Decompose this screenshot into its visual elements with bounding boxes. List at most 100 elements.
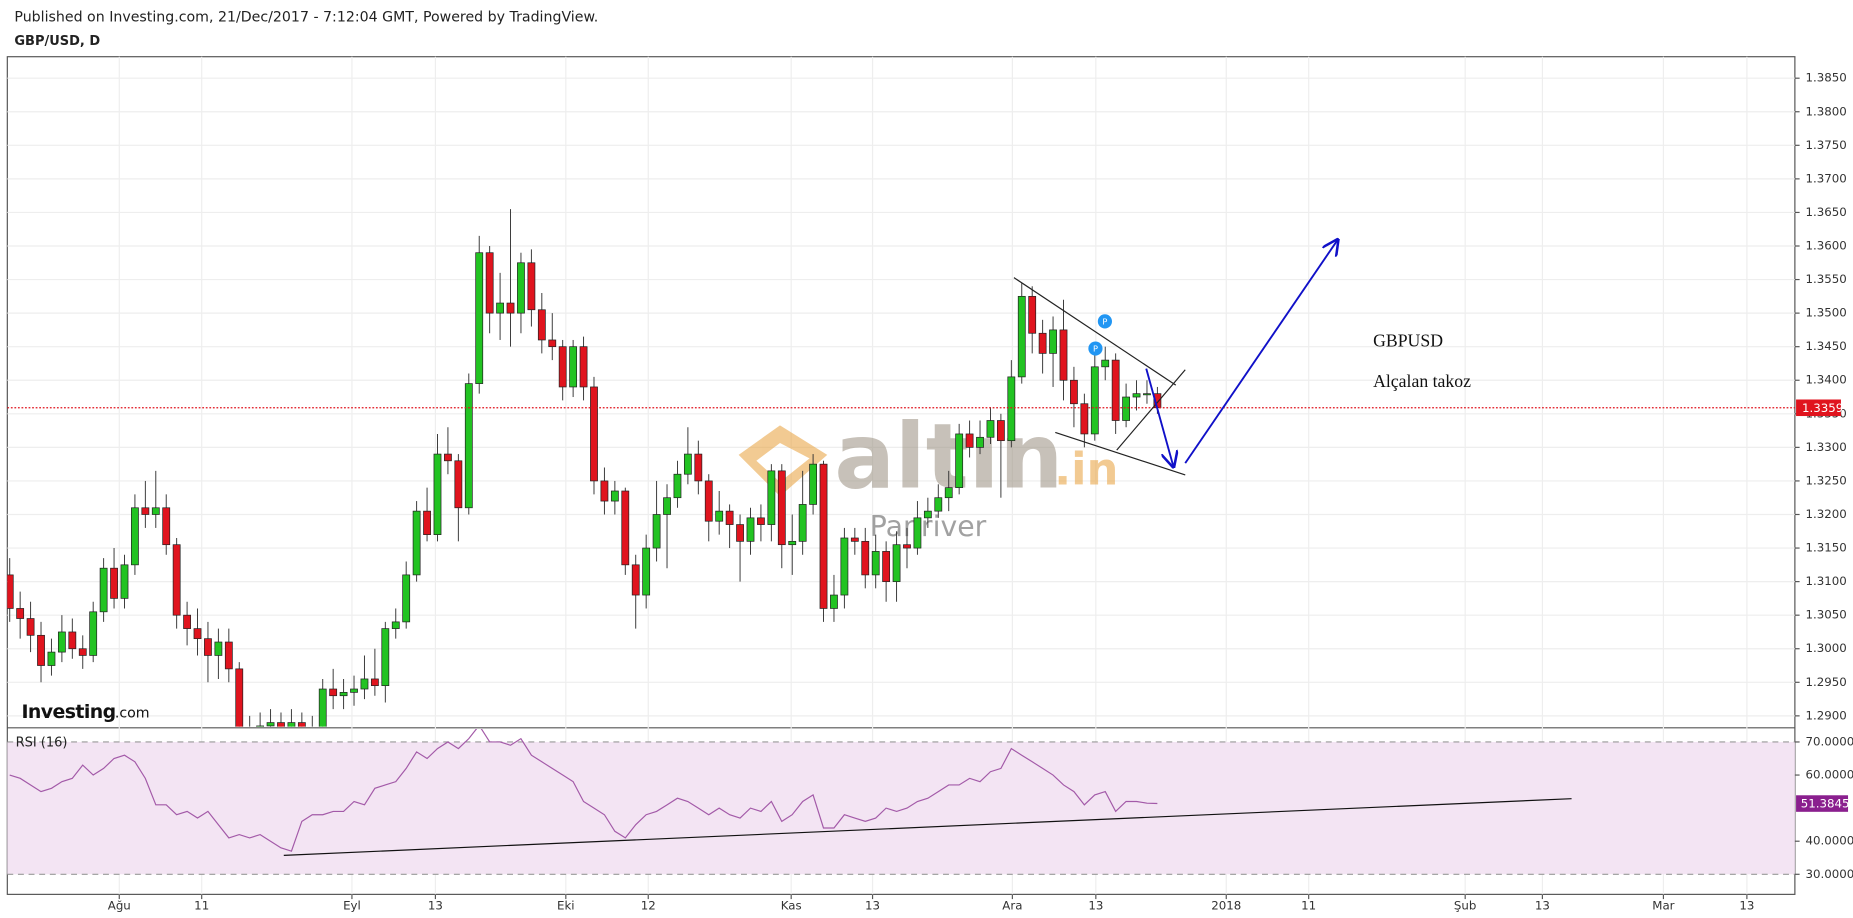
candle-body [47, 651, 56, 666]
candle-body [329, 688, 338, 697]
y-tick-label: 1.2900 [1806, 708, 1847, 722]
candle-body [381, 628, 390, 687]
candle-body [454, 460, 463, 509]
candle-body [485, 252, 494, 314]
candle-body [809, 463, 817, 505]
candle-body [172, 544, 181, 616]
last-value-label: 51.3845 [1801, 797, 1850, 811]
y-tick-label: 1.3250 [1806, 473, 1847, 487]
x-tick-label: Şub [1454, 899, 1476, 913]
candle-body [423, 510, 431, 535]
y-tick-label: 1.3750 [1806, 138, 1847, 152]
rsi-title: RSI (16) [16, 736, 68, 751]
candle-body [830, 594, 838, 609]
rsi-band [7, 741, 1795, 875]
watermark: altın .in Panriver [738, 406, 1118, 543]
y-tick-label: 1.3050 [1806, 608, 1847, 622]
y-tick-label: 1.3150 [1806, 541, 1847, 555]
candle-body [537, 309, 546, 341]
candle-body [89, 611, 98, 656]
candle-body [193, 628, 202, 640]
candle-body [798, 504, 807, 542]
drawings [283, 240, 1572, 856]
candle-body [309, 729, 316, 742]
candle-body [736, 524, 744, 542]
candle-body [16, 608, 25, 619]
last-price-label: 1.3359 [1802, 401, 1843, 415]
candle-body [965, 433, 974, 448]
candle-body [548, 339, 557, 348]
candle-body [444, 453, 452, 462]
y-tick-label: 40.0000 [1806, 834, 1853, 848]
watermark-logo [738, 425, 828, 497]
candle-body [840, 537, 849, 596]
candle-body [433, 453, 442, 535]
y-tick-label: 1.3700 [1806, 171, 1847, 185]
candle-body [590, 386, 598, 482]
candle-body [1059, 329, 1068, 381]
candle-body [882, 551, 891, 582]
last-value-box [1796, 795, 1849, 812]
candle-body [110, 567, 118, 599]
y-tick-label: 60.0000 [1806, 768, 1853, 782]
candle-body [1111, 359, 1120, 421]
rsi-trendline [283, 798, 1572, 856]
y-tick-label: 1.3100 [1806, 574, 1847, 588]
candle-body [558, 346, 567, 388]
y-tick-label: 1.3200 [1806, 507, 1847, 521]
last-price-box [1796, 399, 1841, 417]
candle-body [819, 463, 828, 609]
candle-body [996, 420, 1005, 442]
x-tick-label: 11 [1301, 899, 1316, 913]
y-tick-label: 30.0000 [1806, 867, 1853, 881]
candle-body [850, 537, 859, 542]
candle-body [1017, 295, 1026, 378]
y-tick-label: 1.2950 [1806, 675, 1847, 689]
candle-body [704, 480, 713, 522]
y-tick-label: 1.3550 [1806, 272, 1847, 286]
candle-body [464, 383, 473, 509]
candle-body [683, 453, 692, 475]
candle-body [663, 497, 671, 515]
candle-body [120, 564, 129, 599]
candle-body [777, 470, 786, 546]
y-tick-label: 1.3000 [1806, 641, 1847, 655]
candle-body [757, 517, 765, 525]
candle-body [204, 638, 212, 656]
candle-body [517, 262, 525, 314]
y-tick-label: 1.3600 [1806, 238, 1847, 252]
candle-body [642, 547, 651, 596]
candle-body [7, 574, 14, 609]
candle-body [1143, 393, 1151, 396]
x-tick-label: 13 [428, 899, 443, 913]
arrow [1145, 368, 1173, 467]
candle-body [986, 420, 995, 438]
x-tick-label: 11 [194, 899, 209, 913]
badge [1088, 341, 1103, 356]
frame [6, 56, 1796, 895]
candle-body [746, 517, 755, 542]
x-tick-label: Kas [781, 899, 802, 913]
wedge-line [1013, 277, 1177, 386]
candle-body [402, 574, 411, 623]
candle-body [788, 540, 797, 546]
candle-body [892, 544, 901, 582]
candle-body [256, 725, 265, 727]
annotation: GBPUSD [1373, 331, 1443, 351]
candle-body [57, 631, 66, 653]
x-tick-label: 13 [1739, 899, 1754, 913]
candle-body [78, 648, 87, 656]
candle-body [861, 540, 870, 576]
candle-body [37, 634, 45, 666]
candle-body [1132, 393, 1141, 398]
candle-body [871, 551, 880, 576]
candle-body [1101, 359, 1110, 368]
candle-body [610, 490, 619, 502]
candle-body [297, 722, 306, 727]
candle-body [923, 510, 932, 519]
candle-body [235, 668, 244, 727]
candle-body [1049, 329, 1057, 354]
candle-body [26, 618, 35, 636]
